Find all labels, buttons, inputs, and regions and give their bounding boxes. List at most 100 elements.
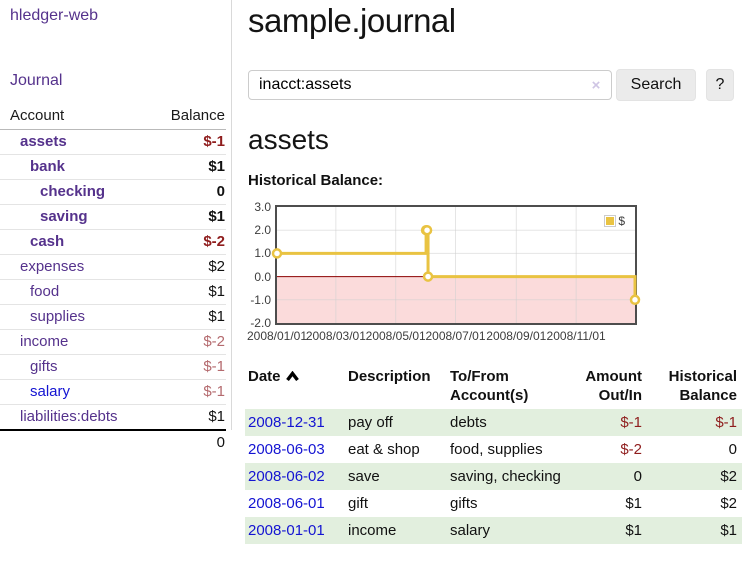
- x-axis-tick: 2008/07/01: [425, 329, 486, 343]
- transaction-balance: 0: [728, 441, 737, 458]
- account-link[interactable]: checking: [40, 183, 106, 200]
- register-col-amount: Amount Out/In: [565, 363, 644, 409]
- account-link[interactable]: bank: [30, 158, 66, 175]
- account-row: saving $1: [0, 204, 226, 230]
- account-balance: $1: [153, 279, 226, 305]
- account-balance: $-1: [153, 379, 226, 405]
- transaction-row: 2008-06-03 eat & shop food, supplies $-2 0: [245, 436, 742, 463]
- transaction-date-link[interactable]: 2008-06-01: [248, 495, 325, 512]
- x-axis-tick: 2008/09/01: [486, 329, 547, 343]
- account-link[interactable]: cash: [30, 233, 65, 250]
- transaction-balance: $2: [720, 495, 737, 512]
- column-label: Description: [348, 368, 431, 385]
- account-row: salary $-1: [0, 379, 226, 405]
- sidebar-divider: [231, 0, 232, 430]
- transaction-description: pay off: [348, 414, 393, 431]
- column-label: Date: [248, 368, 281, 385]
- register-table: Date Description To/From Account(s) Amount Ou…: [245, 363, 742, 544]
- accounts-table: Account Balance assets $-1 bank $1 checking 0…: [0, 103, 226, 455]
- accounts-col-balance: Balance: [153, 103, 226, 130]
- transaction-accounts: saving, checking: [450, 468, 561, 485]
- transaction-amount: $-1: [620, 414, 642, 431]
- account-link[interactable]: liabilities:debts: [20, 408, 118, 425]
- transaction-date-link[interactable]: 2008-06-02: [248, 468, 325, 485]
- account-row: gifts $-1: [0, 354, 226, 380]
- y-axis-tick: -1.0: [250, 292, 271, 307]
- account-balance: $-1: [153, 129, 226, 155]
- chart-plot-area[interactable]: $: [271, 205, 641, 325]
- account-row: checking 0: [0, 179, 226, 205]
- transaction-description: eat & shop: [348, 441, 420, 458]
- account-balance: $-2: [153, 329, 226, 355]
- y-axis-tick: 0.0: [254, 269, 271, 284]
- column-label: To/From: [450, 368, 509, 385]
- account-row: bank $1: [0, 154, 226, 180]
- transaction-description: gift: [348, 495, 369, 512]
- y-axis-tick: 3.0: [254, 200, 271, 214]
- sort-ascending-icon[interactable]: [285, 367, 299, 386]
- account-link[interactable]: gifts: [30, 358, 58, 375]
- account-balance: $1: [153, 154, 226, 180]
- register-col-tofrom: To/From Account(s): [447, 363, 565, 409]
- transaction-date-link[interactable]: 2008-06-03: [248, 441, 325, 458]
- search-button[interactable]: Search: [616, 69, 696, 101]
- account-row: assets $-1: [0, 129, 226, 155]
- chart-heading: Historical Balance:: [248, 172, 384, 189]
- account-row: cash $-2: [0, 229, 226, 255]
- transaction-amount: $1: [625, 495, 642, 512]
- x-axis-tick: 2008/03/01: [305, 329, 366, 343]
- account-row: expenses $2: [0, 254, 226, 280]
- transaction-description: save: [348, 468, 380, 485]
- transaction-row: 2008-06-01 gift gifts $1 $2: [245, 490, 742, 517]
- y-axis-tick: 1.0: [254, 246, 271, 261]
- transaction-date-link[interactable]: 2008-12-31: [248, 414, 325, 431]
- sidebar: hledger-web Journal Account Balance asse…: [0, 0, 232, 582]
- transaction-row: 2008-12-31 pay off debts $-1 $-1: [245, 409, 742, 436]
- sidebar-item-journal[interactable]: Journal: [10, 72, 63, 89]
- column-label-line2: Balance: [679, 387, 737, 404]
- column-label-line2: Account(s): [450, 387, 529, 404]
- column-label: Historical: [668, 368, 737, 385]
- transaction-accounts: salary: [450, 522, 491, 539]
- register-col-description: Description: [345, 363, 447, 409]
- transaction-balance: $2: [720, 468, 737, 485]
- transaction-accounts: gifts: [450, 495, 478, 512]
- account-link[interactable]: income: [20, 333, 69, 350]
- transaction-accounts: debts: [450, 414, 487, 431]
- accounts-total-row: 0: [0, 429, 226, 455]
- account-link[interactable]: food: [30, 283, 60, 300]
- historical-balance-chart: $ 3.0 2.0 1.0 0.0 -1.0 -2.0 2008/01/01 2008/03…: [247, 193, 651, 349]
- accounts-total-balance: 0: [153, 429, 226, 455]
- transaction-description: income: [348, 522, 397, 539]
- account-link[interactable]: expenses: [20, 258, 85, 275]
- search-input[interactable]: [248, 70, 612, 100]
- register-col-historical: Historical Balance: [644, 363, 742, 409]
- account-row: income $-2: [0, 329, 226, 355]
- x-axis-tick: 2008/11/01: [546, 329, 606, 343]
- transaction-amount: 0: [633, 468, 642, 485]
- account-heading: assets: [248, 124, 329, 155]
- transaction-balance: $1: [720, 522, 737, 539]
- account-balance: $2: [153, 254, 226, 280]
- clear-search-icon[interactable]: ×: [591, 77, 601, 94]
- transaction-row: 2008-01-01 income salary $1 $1: [245, 517, 742, 544]
- x-axis-tick: 2008/05/01: [365, 329, 426, 343]
- column-label-line2: Out/In: [598, 387, 642, 404]
- app-brand-link[interactable]: hledger-web: [10, 7, 99, 24]
- account-row: food $1: [0, 279, 226, 305]
- account-row: supplies $1: [0, 304, 226, 330]
- x-axis-tick: 2008/01/01: [246, 329, 308, 343]
- account-link[interactable]: supplies: [30, 308, 86, 325]
- accounts-col-account: Account: [0, 103, 154, 130]
- transaction-date-link[interactable]: 2008-01-01: [248, 522, 325, 539]
- account-link[interactable]: assets: [20, 133, 67, 150]
- account-link[interactable]: salary: [30, 383, 71, 400]
- register-col-date[interactable]: Date: [245, 363, 345, 409]
- account-link[interactable]: saving: [40, 208, 88, 225]
- legend-swatch-icon: [604, 215, 617, 227]
- account-balance: $1: [153, 204, 226, 230]
- help-button[interactable]: ?: [706, 69, 734, 101]
- chart-canvas: [271, 207, 641, 323]
- account-row: liabilities:debts $1: [0, 404, 226, 431]
